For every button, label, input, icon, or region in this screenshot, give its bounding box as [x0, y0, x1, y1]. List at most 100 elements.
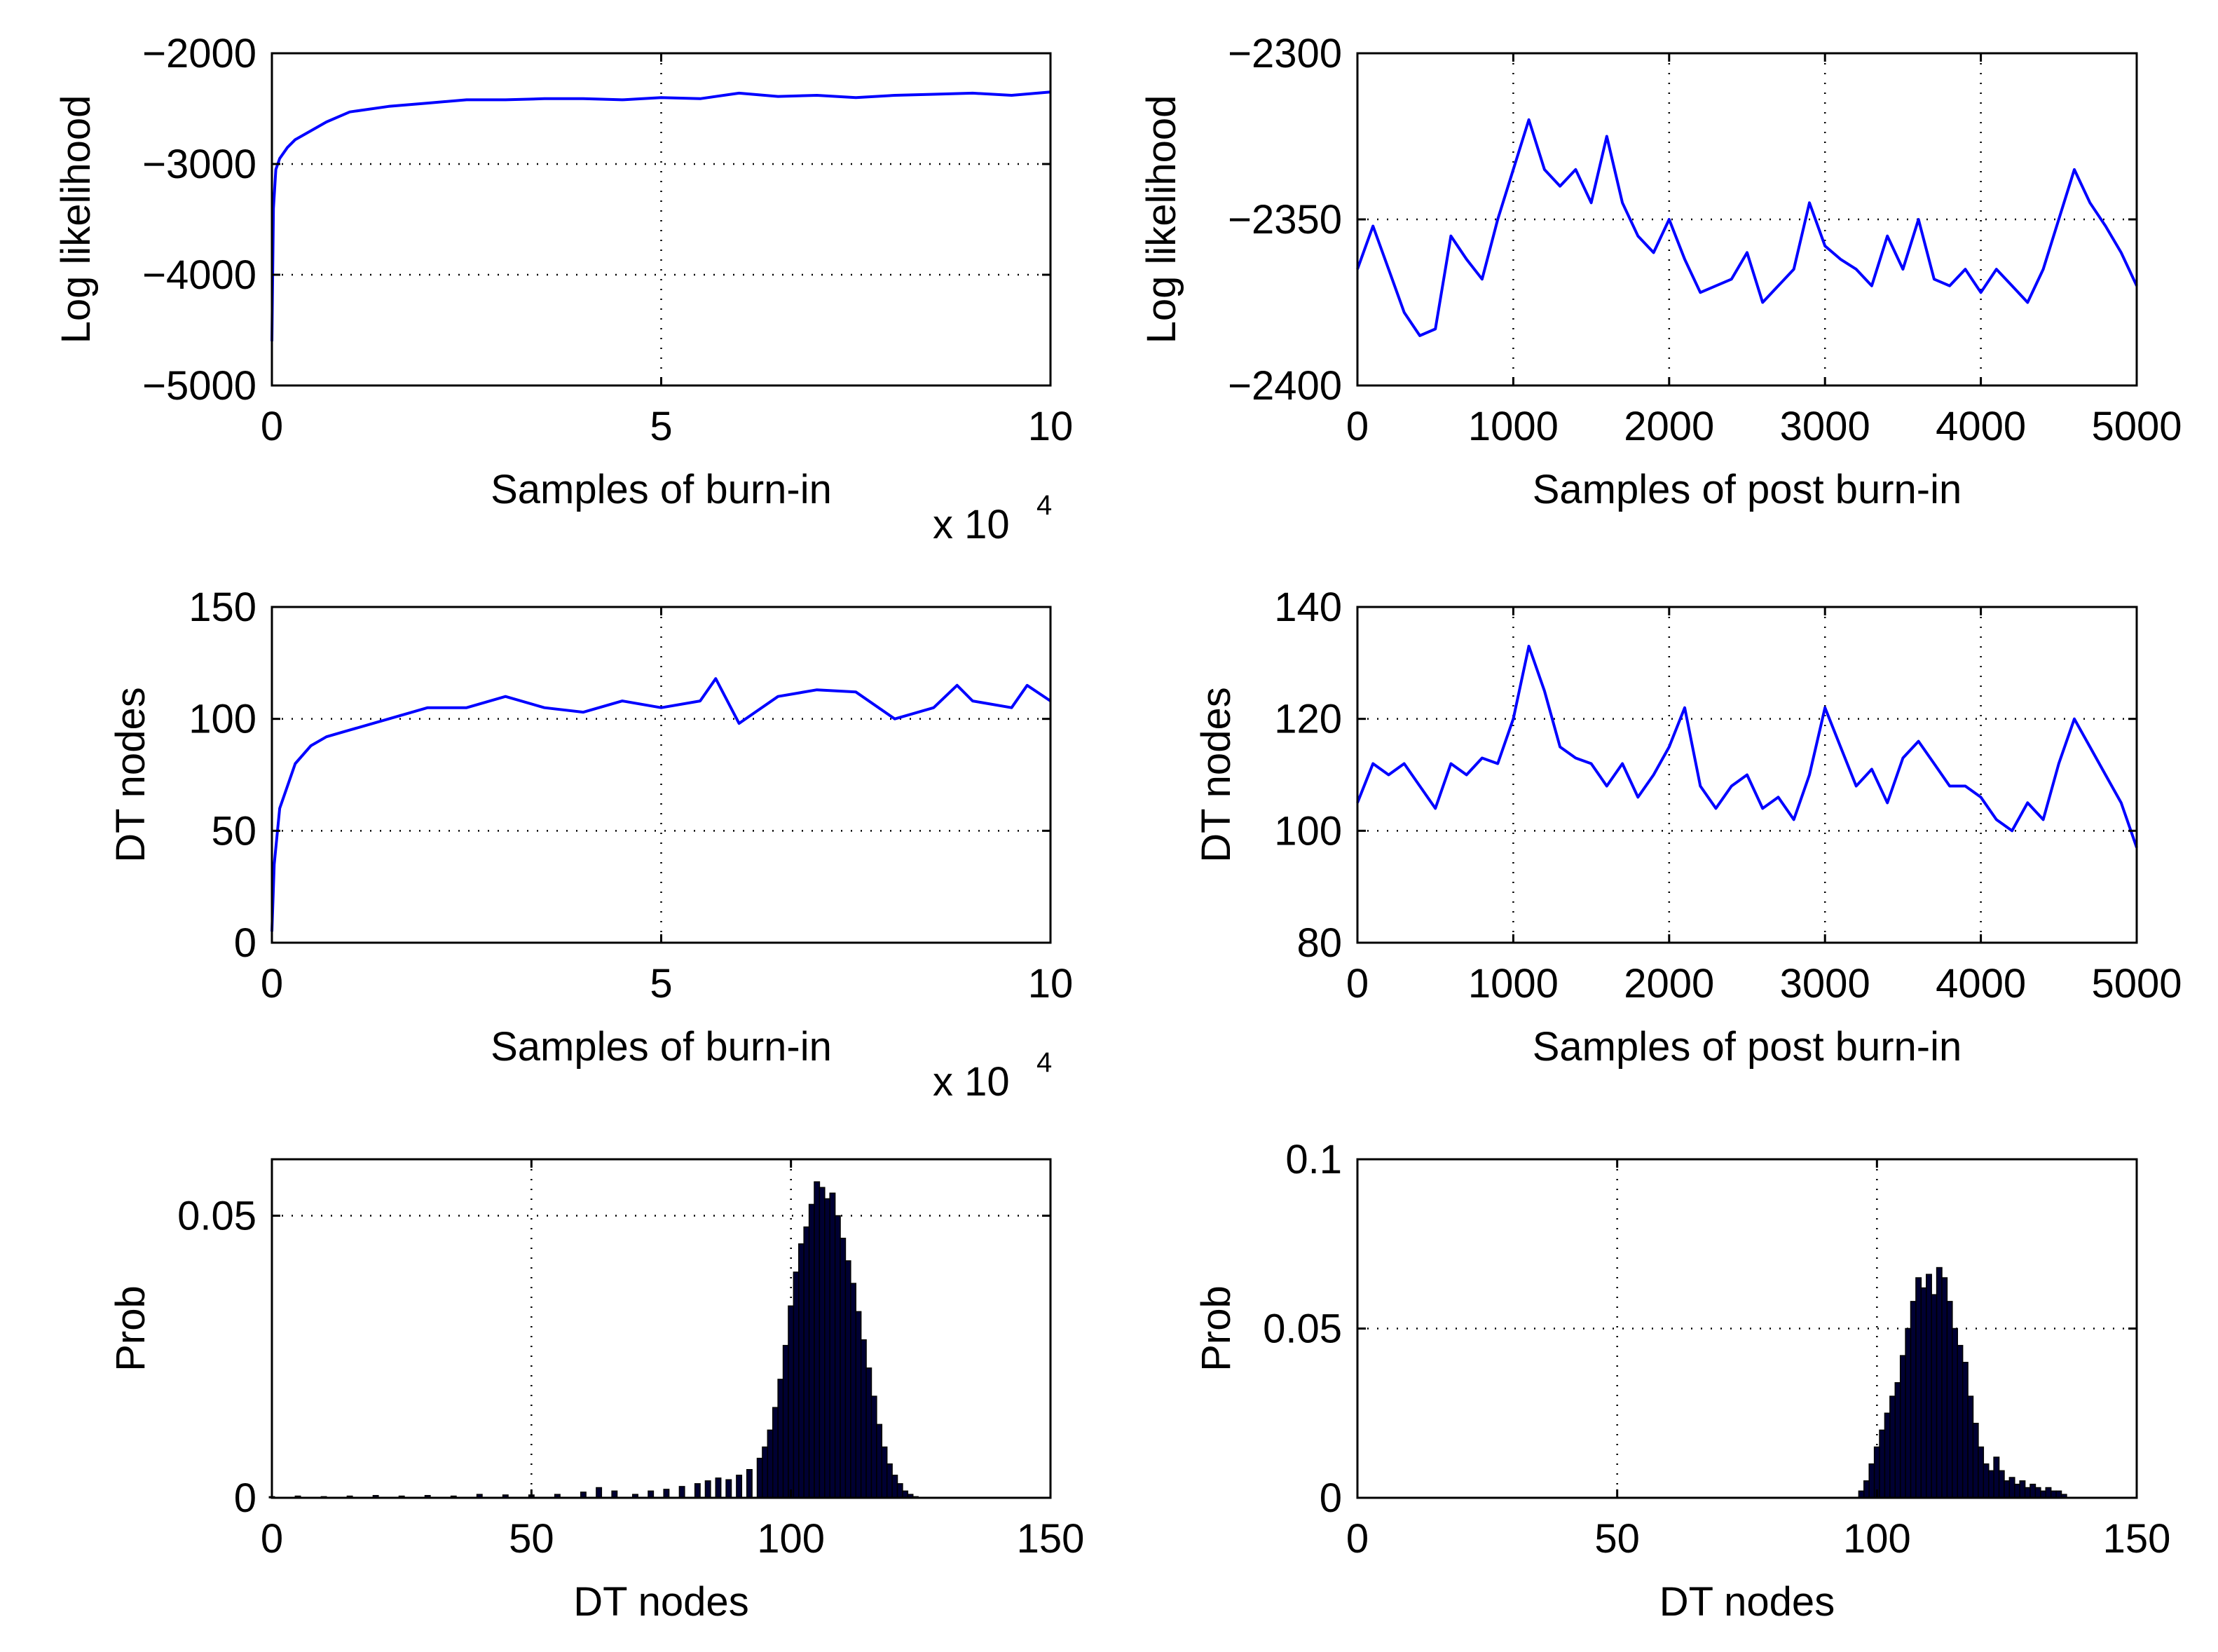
- histogram-bar: [855, 1311, 862, 1499]
- histogram-bar: [2034, 1487, 2041, 1499]
- histogram-bar: [1987, 1470, 1994, 1499]
- histogram-bar: [1952, 1327, 1958, 1499]
- y-tick-label: 0: [234, 920, 256, 966]
- y-axis-label: Prob: [1193, 1285, 1239, 1372]
- chart-panel-p4: 0 1000 2000 3000 4000 5000 80 100 120 140 Samples …: [1193, 585, 2182, 1070]
- x-tick-label: 1000: [1468, 961, 1559, 1006]
- y-axis-label: Prob: [108, 1285, 153, 1372]
- x-tick-label: 5000: [2091, 404, 2182, 449]
- histogram-bar: [1993, 1456, 2000, 1499]
- y-axis-label: Log likelihood: [53, 95, 99, 344]
- x-tick-label: 100: [1843, 1516, 1911, 1562]
- histogram-bar: [886, 1463, 893, 1499]
- chart-panel-p2: 0 1000 2000 3000 4000 5000 −2400 −2350 −2300 Samp…: [1139, 31, 2182, 512]
- x-axis-multiplier-exponent: 4: [1036, 490, 1052, 521]
- y-tick-label: 80: [1296, 920, 1342, 966]
- y-tick-label: −2000: [142, 31, 256, 76]
- x-tick-label: 5000: [2091, 961, 2182, 1006]
- histogram-bar: [694, 1483, 701, 1499]
- y-tick-label: 0: [1320, 1475, 1342, 1521]
- plot-area: [1357, 53, 2137, 385]
- series-line: [1356, 644, 2138, 848]
- x-tick-label: 1000: [1468, 404, 1559, 449]
- histogram-bar: [715, 1477, 722, 1499]
- y-tick-label: 0.05: [177, 1194, 256, 1239]
- histogram-bar: [1899, 1355, 1906, 1499]
- histogram-bar: [1998, 1470, 2005, 1499]
- x-tick-label: 0: [1346, 404, 1369, 449]
- histogram-bar: [1894, 1382, 1901, 1499]
- y-tick-label: 0.1: [1285, 1137, 1342, 1182]
- histogram-bar: [756, 1457, 763, 1499]
- histogram-bar: [1884, 1412, 1891, 1499]
- x-tick-label: 10: [1028, 961, 1074, 1006]
- histogram-bar: [1978, 1446, 1985, 1499]
- histogram-bar: [663, 1489, 670, 1499]
- x-tick-label: 0: [261, 1516, 283, 1562]
- histogram-bar: [678, 1486, 685, 1499]
- histogram-bar: [814, 1181, 821, 1499]
- y-tick-label: 0: [234, 1475, 256, 1521]
- histogram-bar: [1905, 1327, 1912, 1499]
- y-tick-label: −2350: [1228, 197, 1342, 243]
- series-line: [1356, 118, 2138, 337]
- histogram-bar: [1936, 1267, 1943, 1499]
- x-axis-multiplier-exponent: 4: [1036, 1047, 1052, 1078]
- histogram-bar: [840, 1237, 847, 1499]
- histogram-bar: [1915, 1277, 1922, 1499]
- x-axis-label: Samples of burn-in: [491, 1024, 832, 1070]
- histogram-bar: [860, 1339, 867, 1499]
- histogram-bar: [896, 1483, 903, 1499]
- histogram-bar: [2014, 1483, 2020, 1499]
- x-axis-multiplier: x 10: [933, 502, 1010, 547]
- histogram-bar: [2019, 1480, 2026, 1499]
- plot-area: [1357, 1159, 2137, 1498]
- histogram-bar: [803, 1226, 810, 1499]
- histogram-bar: [1863, 1480, 1870, 1499]
- y-tick-label: 100: [189, 697, 256, 742]
- histogram-bar: [1972, 1422, 1979, 1499]
- histogram-bar: [1946, 1301, 1953, 1499]
- chart-panel-p1: 0 5 10 −5000 −4000 −3000 −2000 Samples of burn-…: [53, 31, 1073, 547]
- x-tick-label: 100: [757, 1516, 825, 1562]
- x-tick-label: 3000: [1780, 404, 1870, 449]
- x-tick-label: 0: [1346, 961, 1369, 1006]
- x-tick-label: 150: [2103, 1516, 2171, 1562]
- x-tick-label: 3000: [1780, 961, 1870, 1006]
- series-line: [271, 90, 1051, 341]
- histogram-bar: [704, 1480, 711, 1499]
- y-axis-label: DT nodes: [108, 687, 153, 862]
- histogram-bar: [1868, 1463, 1875, 1499]
- histogram-bar: [1967, 1395, 1974, 1499]
- histogram-bar: [1879, 1429, 1886, 1499]
- histogram-bar: [1926, 1274, 1932, 1499]
- histogram-bar: [725, 1479, 732, 1499]
- histogram-bar: [870, 1395, 877, 1499]
- histogram-bar: [844, 1260, 851, 1499]
- x-tick-label: 2000: [1624, 404, 1714, 449]
- histogram-bar: [1957, 1344, 1964, 1499]
- x-tick-label: 50: [509, 1516, 554, 1562]
- histogram-bar: [762, 1446, 769, 1499]
- histogram-bar: [824, 1198, 830, 1499]
- x-axis-multiplier: x 10: [933, 1059, 1010, 1105]
- histogram-bar: [881, 1446, 888, 1499]
- x-tick-label: 5: [650, 961, 672, 1006]
- x-tick-label: 4000: [1936, 404, 2026, 449]
- y-tick-label: −2400: [1228, 363, 1342, 409]
- histogram-bar: [2004, 1480, 2011, 1499]
- y-tick-label: 0.05: [1263, 1306, 1342, 1352]
- histogram-bar: [819, 1187, 826, 1499]
- histogram-bar: [736, 1475, 743, 1499]
- histogram-bar: [596, 1487, 603, 1499]
- histogram-bar: [782, 1344, 789, 1499]
- y-tick-label: 150: [189, 585, 256, 630]
- histogram-bar: [767, 1429, 774, 1499]
- x-tick-label: 50: [1594, 1516, 1640, 1562]
- x-axis-label: DT nodes: [1659, 1579, 1835, 1625]
- histogram-bar: [1941, 1277, 1948, 1499]
- chart-panel-p6: 0 50 100 150 0 0.05 0.1 DT nodes Prob: [1193, 1137, 2170, 1625]
- x-tick-label: 0: [261, 404, 283, 449]
